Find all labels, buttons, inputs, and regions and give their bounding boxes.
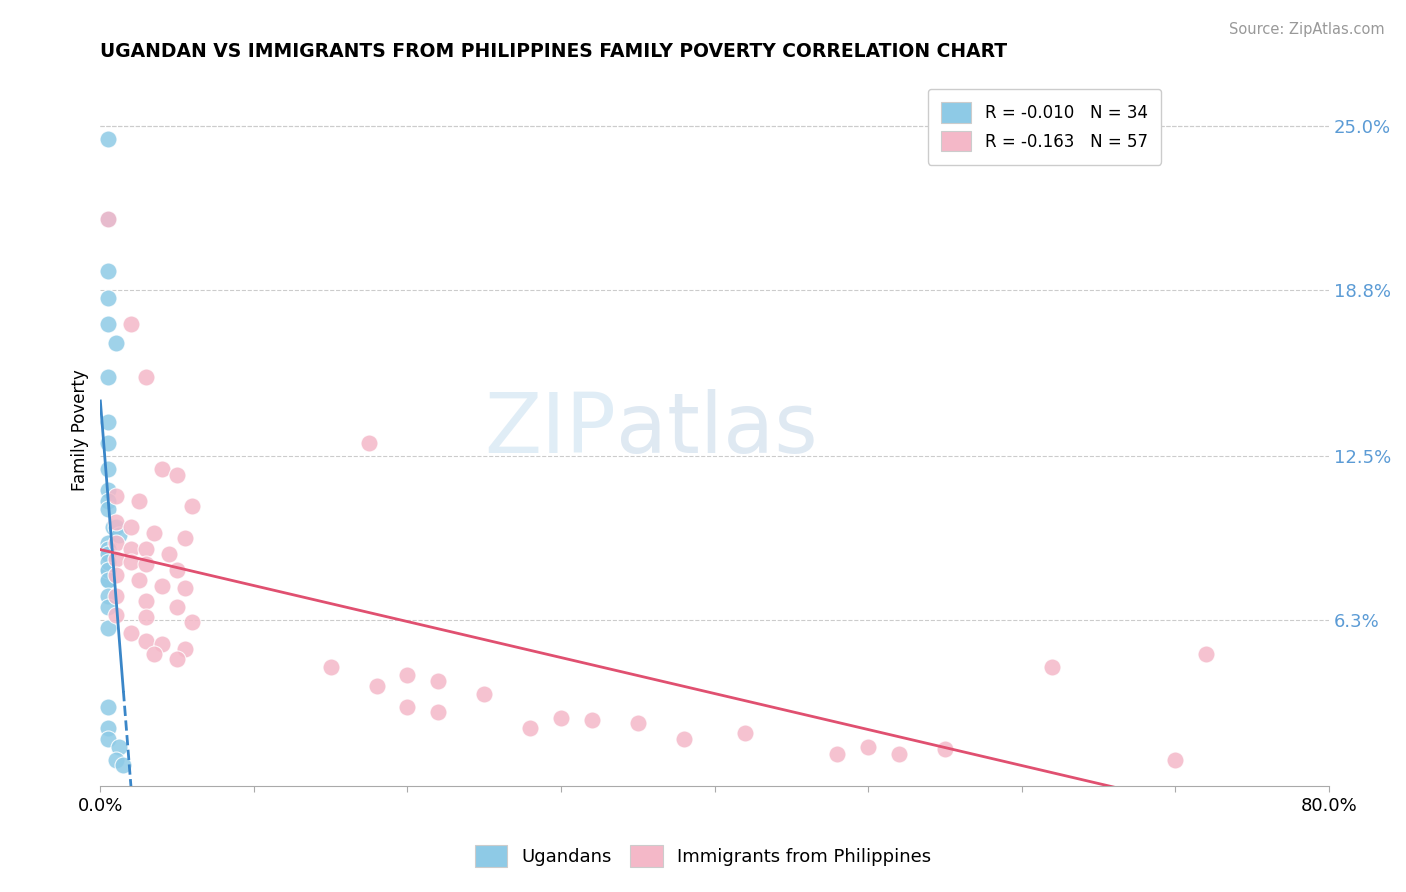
Point [150,637,173,651]
Point [135,541,157,556]
Point [97,462,120,476]
Legend: Ugandans, Immigrants from Philippines: Ugandans, Immigrants from Philippines [468,838,938,874]
Point [627,715,650,730]
Point [159,547,181,561]
Point [143,647,166,661]
Point [1195,647,1218,661]
Point [97,211,120,226]
Point [104,607,127,622]
Point [135,610,157,624]
Point [166,652,188,666]
Point [97,536,120,550]
Text: atlas: atlas [616,389,818,470]
Point [97,264,120,278]
Point [366,679,388,693]
Point [181,615,204,630]
Point [97,547,120,561]
Point [104,536,127,550]
Point [97,415,120,429]
Point [472,687,495,701]
Point [97,494,120,508]
Point [107,739,129,754]
Point [135,558,157,572]
Point [97,574,120,588]
Point [173,531,195,545]
Point [104,568,127,582]
Point [135,594,157,608]
Point [166,467,188,482]
Point [97,563,120,577]
Point [97,483,120,498]
Point [181,500,204,514]
Point [827,747,849,762]
Point [359,436,381,450]
Point [97,436,120,450]
Point [519,721,541,735]
Point [166,599,188,614]
Point [97,555,120,569]
Point [934,742,956,756]
Point [97,574,120,588]
Point [150,578,173,592]
Point [319,660,342,674]
Point [97,317,120,331]
Point [135,370,157,384]
Point [427,673,450,688]
Point [734,726,756,740]
Point [427,705,450,719]
Point [112,758,135,772]
Point [97,563,120,577]
Point [97,370,120,384]
Point [97,721,120,735]
Point [550,710,572,724]
Point [166,563,188,577]
Point [97,599,120,614]
Text: Source: ZipAtlas.com: Source: ZipAtlas.com [1229,22,1385,37]
Point [97,589,120,603]
Point [120,555,142,569]
Point [101,520,124,534]
Point [143,525,166,540]
Point [104,589,127,603]
Point [104,335,127,350]
Point [97,291,120,305]
Point [135,634,157,648]
Point [120,520,142,534]
Point [104,515,127,529]
Point [672,731,695,746]
Point [107,528,129,542]
Point [97,700,120,714]
Point [97,541,120,556]
Point [173,641,195,656]
Point [128,574,150,588]
Point [97,547,120,561]
Point [104,552,127,566]
Point [104,753,127,767]
Point [97,502,120,516]
Point [104,489,127,503]
Point [887,747,910,762]
Point [97,132,120,146]
Text: ZIP: ZIP [485,389,616,470]
Legend: R = -0.010   N = 34, R = -0.163   N = 57: R = -0.010 N = 34, R = -0.163 N = 57 [928,89,1161,164]
Point [1164,753,1187,767]
Point [104,520,127,534]
Text: UGANDAN VS IMMIGRANTS FROM PHILIPPINES FAMILY POVERTY CORRELATION CHART: UGANDAN VS IMMIGRANTS FROM PHILIPPINES F… [100,42,1008,61]
Point [396,668,419,682]
Point [1042,660,1064,674]
Point [173,581,195,595]
Point [581,713,603,727]
Point [128,494,150,508]
Point [120,541,142,556]
Point [856,739,879,754]
Point [97,731,120,746]
Point [97,211,120,226]
Y-axis label: Family Poverty: Family Poverty [72,369,89,491]
Point [396,700,419,714]
Point [120,317,142,331]
Point [97,621,120,635]
Point [150,462,173,476]
Point [120,626,142,640]
